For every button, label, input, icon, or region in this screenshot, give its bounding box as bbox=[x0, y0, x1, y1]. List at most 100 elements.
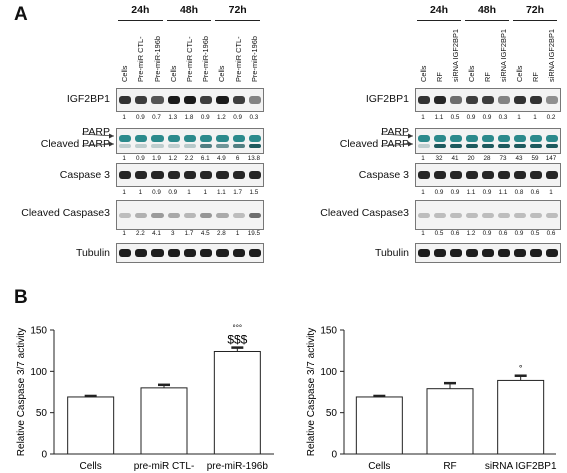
y-tick-label: 50 bbox=[36, 408, 48, 419]
quant-value: 0.9 bbox=[482, 114, 492, 121]
blot-strip bbox=[116, 163, 264, 187]
time-header: 24h bbox=[131, 4, 150, 16]
blot-row-label: Caspase 3 bbox=[59, 169, 110, 181]
blot-band bbox=[167, 96, 180, 104]
blot-band bbox=[482, 171, 494, 179]
blot-band bbox=[530, 135, 542, 142]
blot-band bbox=[167, 171, 180, 179]
quant-value: 1.2 bbox=[466, 230, 476, 237]
quant-value: 1.1 bbox=[498, 189, 508, 196]
bar bbox=[497, 379, 545, 455]
time-underline bbox=[215, 20, 260, 21]
quant-value: 1.2 bbox=[168, 155, 178, 162]
quant-value: 1 bbox=[549, 189, 553, 196]
quant-value: 2.2 bbox=[135, 230, 145, 237]
blot-band bbox=[466, 249, 478, 257]
quant-value: 0.9 bbox=[466, 114, 476, 121]
time-header: 48h bbox=[179, 4, 199, 16]
quant-value: 0.6 bbox=[498, 230, 508, 237]
x-category-label: Cells bbox=[80, 461, 102, 472]
quant-value: 1.2 bbox=[217, 114, 226, 121]
quant-value: 0.5 bbox=[530, 230, 540, 237]
blot-band bbox=[530, 213, 542, 218]
quant-value: 43 bbox=[515, 155, 523, 162]
blot-band bbox=[151, 213, 164, 218]
blot-row-label-cleaved: Cleaved PARP bbox=[40, 138, 110, 150]
quant-value: 1 bbox=[421, 189, 425, 196]
blot-band bbox=[183, 135, 197, 142]
blot-band bbox=[466, 96, 478, 104]
blot-strip bbox=[415, 243, 561, 263]
quant-value: 0.5 bbox=[450, 114, 460, 121]
blot-band bbox=[216, 171, 229, 179]
quant-value: 4.9 bbox=[217, 155, 226, 162]
lane-label: Cells bbox=[120, 65, 130, 82]
quant-value: 1 bbox=[421, 155, 425, 162]
quant-value: 0.9 bbox=[514, 230, 524, 237]
blot-band bbox=[151, 249, 164, 257]
blot-strip bbox=[116, 200, 264, 230]
quant-value: 0.9 bbox=[434, 189, 444, 196]
blot-band bbox=[546, 96, 558, 104]
quant-value: 4.1 bbox=[152, 230, 161, 237]
blot-band-cleaved bbox=[466, 144, 478, 148]
bar bbox=[213, 350, 261, 455]
blot-band bbox=[514, 213, 526, 218]
blot-band bbox=[514, 135, 526, 142]
blot-band bbox=[232, 171, 245, 179]
blot-band-cleaved bbox=[498, 144, 510, 148]
quant-value: 1.7 bbox=[184, 230, 194, 237]
error-cap bbox=[84, 394, 97, 398]
quant-value: 20 bbox=[467, 155, 475, 162]
quant-value: 1 bbox=[138, 189, 143, 196]
bar bbox=[67, 396, 115, 455]
quant-value: 1.1 bbox=[217, 189, 226, 196]
blot-band bbox=[216, 135, 229, 142]
quant-value: 59 bbox=[531, 155, 539, 162]
quant-value: 73 bbox=[499, 155, 507, 162]
bar bbox=[140, 387, 188, 455]
blot-band bbox=[248, 249, 261, 257]
blot-band bbox=[514, 96, 526, 104]
blot-band bbox=[434, 96, 446, 104]
blot-band bbox=[200, 171, 213, 179]
quant-value: 1 bbox=[187, 189, 191, 196]
quant-value: 1.9 bbox=[152, 155, 161, 162]
blot-band-cleaved bbox=[514, 144, 526, 148]
blot-band bbox=[466, 135, 478, 142]
time-underline bbox=[513, 20, 557, 21]
blot-band bbox=[450, 249, 462, 257]
quant-value: 0.9 bbox=[482, 189, 492, 196]
quant-value: 1 bbox=[122, 230, 126, 237]
blot-band-cleaved bbox=[216, 144, 229, 148]
blot-band bbox=[450, 213, 462, 218]
quant-value: 0.9 bbox=[135, 114, 145, 121]
quant-value: 0.9 bbox=[135, 155, 145, 162]
quant-value: 3 bbox=[171, 230, 175, 237]
quant-value: 2.2 bbox=[184, 155, 194, 162]
lane-label: Cells bbox=[419, 65, 428, 82]
quant-value: 4.5 bbox=[200, 230, 210, 237]
lane-label: siRNA IGF2BP1 bbox=[451, 29, 460, 82]
blot-strip bbox=[415, 88, 561, 112]
blot-band bbox=[167, 249, 180, 257]
blot-band bbox=[434, 171, 446, 179]
lane-label: RF bbox=[435, 72, 444, 82]
blot-band bbox=[119, 171, 132, 179]
lane-label: siRNA IGF2BP1 bbox=[499, 29, 508, 82]
blot-strip bbox=[116, 88, 264, 112]
blot-row-label: Tubulin bbox=[75, 247, 110, 259]
y-tick-label: 150 bbox=[320, 326, 337, 337]
error-cap bbox=[231, 346, 244, 349]
blot-band bbox=[248, 171, 261, 179]
time-header: 48h bbox=[477, 4, 497, 16]
blot-band-cleaved bbox=[482, 144, 494, 148]
significance-marks: ° bbox=[519, 363, 523, 373]
quant-value: 1 bbox=[533, 114, 537, 121]
time-underline bbox=[465, 20, 509, 21]
lane-label: Pre-miR CTL- bbox=[136, 36, 146, 82]
blot-band bbox=[530, 249, 542, 257]
quant-value: 1 bbox=[122, 114, 126, 121]
